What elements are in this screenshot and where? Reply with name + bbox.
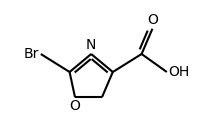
Text: OH: OH <box>168 65 190 79</box>
Text: O: O <box>147 13 158 27</box>
Text: Br: Br <box>24 47 39 61</box>
Text: N: N <box>86 38 96 52</box>
Text: O: O <box>70 99 80 113</box>
